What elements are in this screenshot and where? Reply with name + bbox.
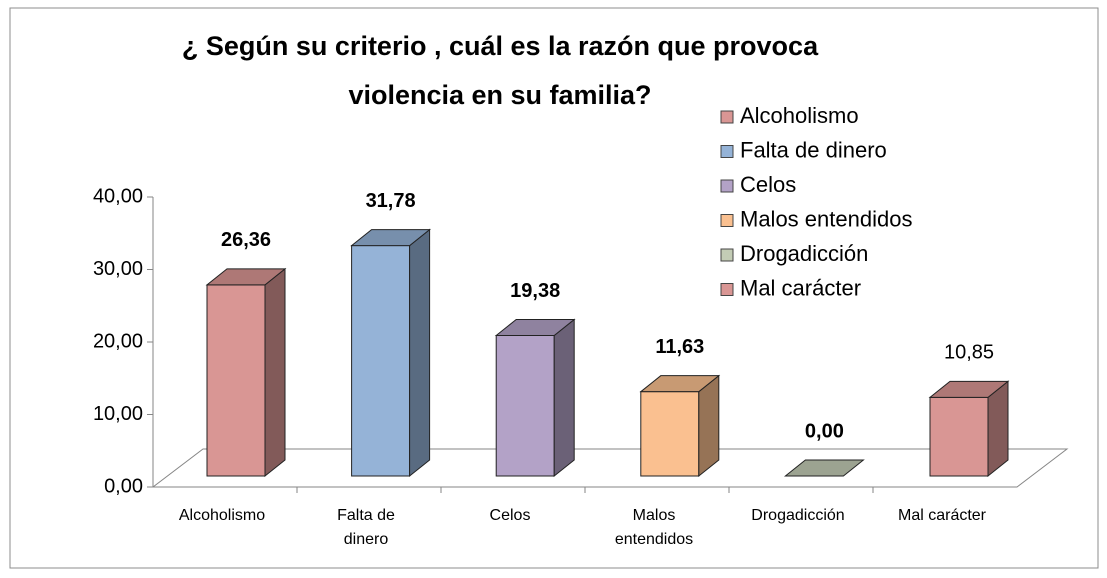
legend-swatch bbox=[720, 179, 734, 193]
value-label: 31,78 bbox=[366, 190, 416, 212]
bar-front bbox=[206, 284, 266, 477]
bar-side bbox=[553, 318, 575, 478]
bar-side bbox=[264, 267, 286, 478]
legend-swatch bbox=[720, 145, 734, 158]
y-tick-label: 30,00 bbox=[93, 258, 143, 280]
bar-top bbox=[350, 229, 432, 247]
x-tick-label: Malos entendidos bbox=[615, 507, 693, 548]
bar-front bbox=[929, 396, 989, 477]
value-label: 10,85 bbox=[944, 342, 994, 364]
y-tick-label: 20,00 bbox=[93, 330, 143, 352]
legend-swatch bbox=[720, 214, 734, 227]
bar-side bbox=[409, 228, 431, 478]
bar-top bbox=[494, 318, 576, 336]
bar-top bbox=[205, 268, 287, 286]
bar-top bbox=[928, 380, 1010, 398]
legend-label: Drogadicción bbox=[740, 241, 868, 266]
legend-label: Malos entendidos bbox=[740, 206, 912, 231]
legend-label: Falta de dinero bbox=[740, 137, 887, 162]
value-label: 0,00 bbox=[805, 420, 844, 442]
bar-front bbox=[495, 334, 555, 477]
bar-front bbox=[640, 391, 700, 477]
bar-top bbox=[639, 375, 721, 393]
legend-label: Alcoholismo bbox=[740, 103, 859, 128]
legend-label: Mal carácter bbox=[740, 275, 861, 300]
bar-side bbox=[698, 374, 720, 478]
bar-front bbox=[351, 245, 411, 477]
y-tick-label: 10,00 bbox=[93, 403, 143, 425]
y-tick-label: 0,00 bbox=[104, 475, 143, 497]
value-label: 26,36 bbox=[221, 229, 271, 251]
y-tick-label: 40,00 bbox=[93, 185, 143, 207]
x-tick-label: Celos bbox=[490, 507, 531, 524]
legend-label: Celos bbox=[740, 172, 796, 197]
x-tick-label: Alcoholismo bbox=[179, 507, 265, 524]
bar-top bbox=[783, 459, 865, 477]
legend-swatch bbox=[720, 110, 734, 124]
chart-title: ¿ Según su criterio , cuál es la razón q… bbox=[182, 31, 819, 110]
value-label: 19,38 bbox=[510, 280, 560, 302]
x-tick-label: Falta de dinero bbox=[337, 507, 395, 548]
value-label: 11,63 bbox=[655, 336, 704, 358]
legend-swatch bbox=[720, 283, 734, 296]
legend-swatch bbox=[720, 248, 734, 262]
x-tick-label: Mal carácter bbox=[898, 507, 987, 524]
x-tick-label: Drogadicción bbox=[751, 507, 844, 524]
